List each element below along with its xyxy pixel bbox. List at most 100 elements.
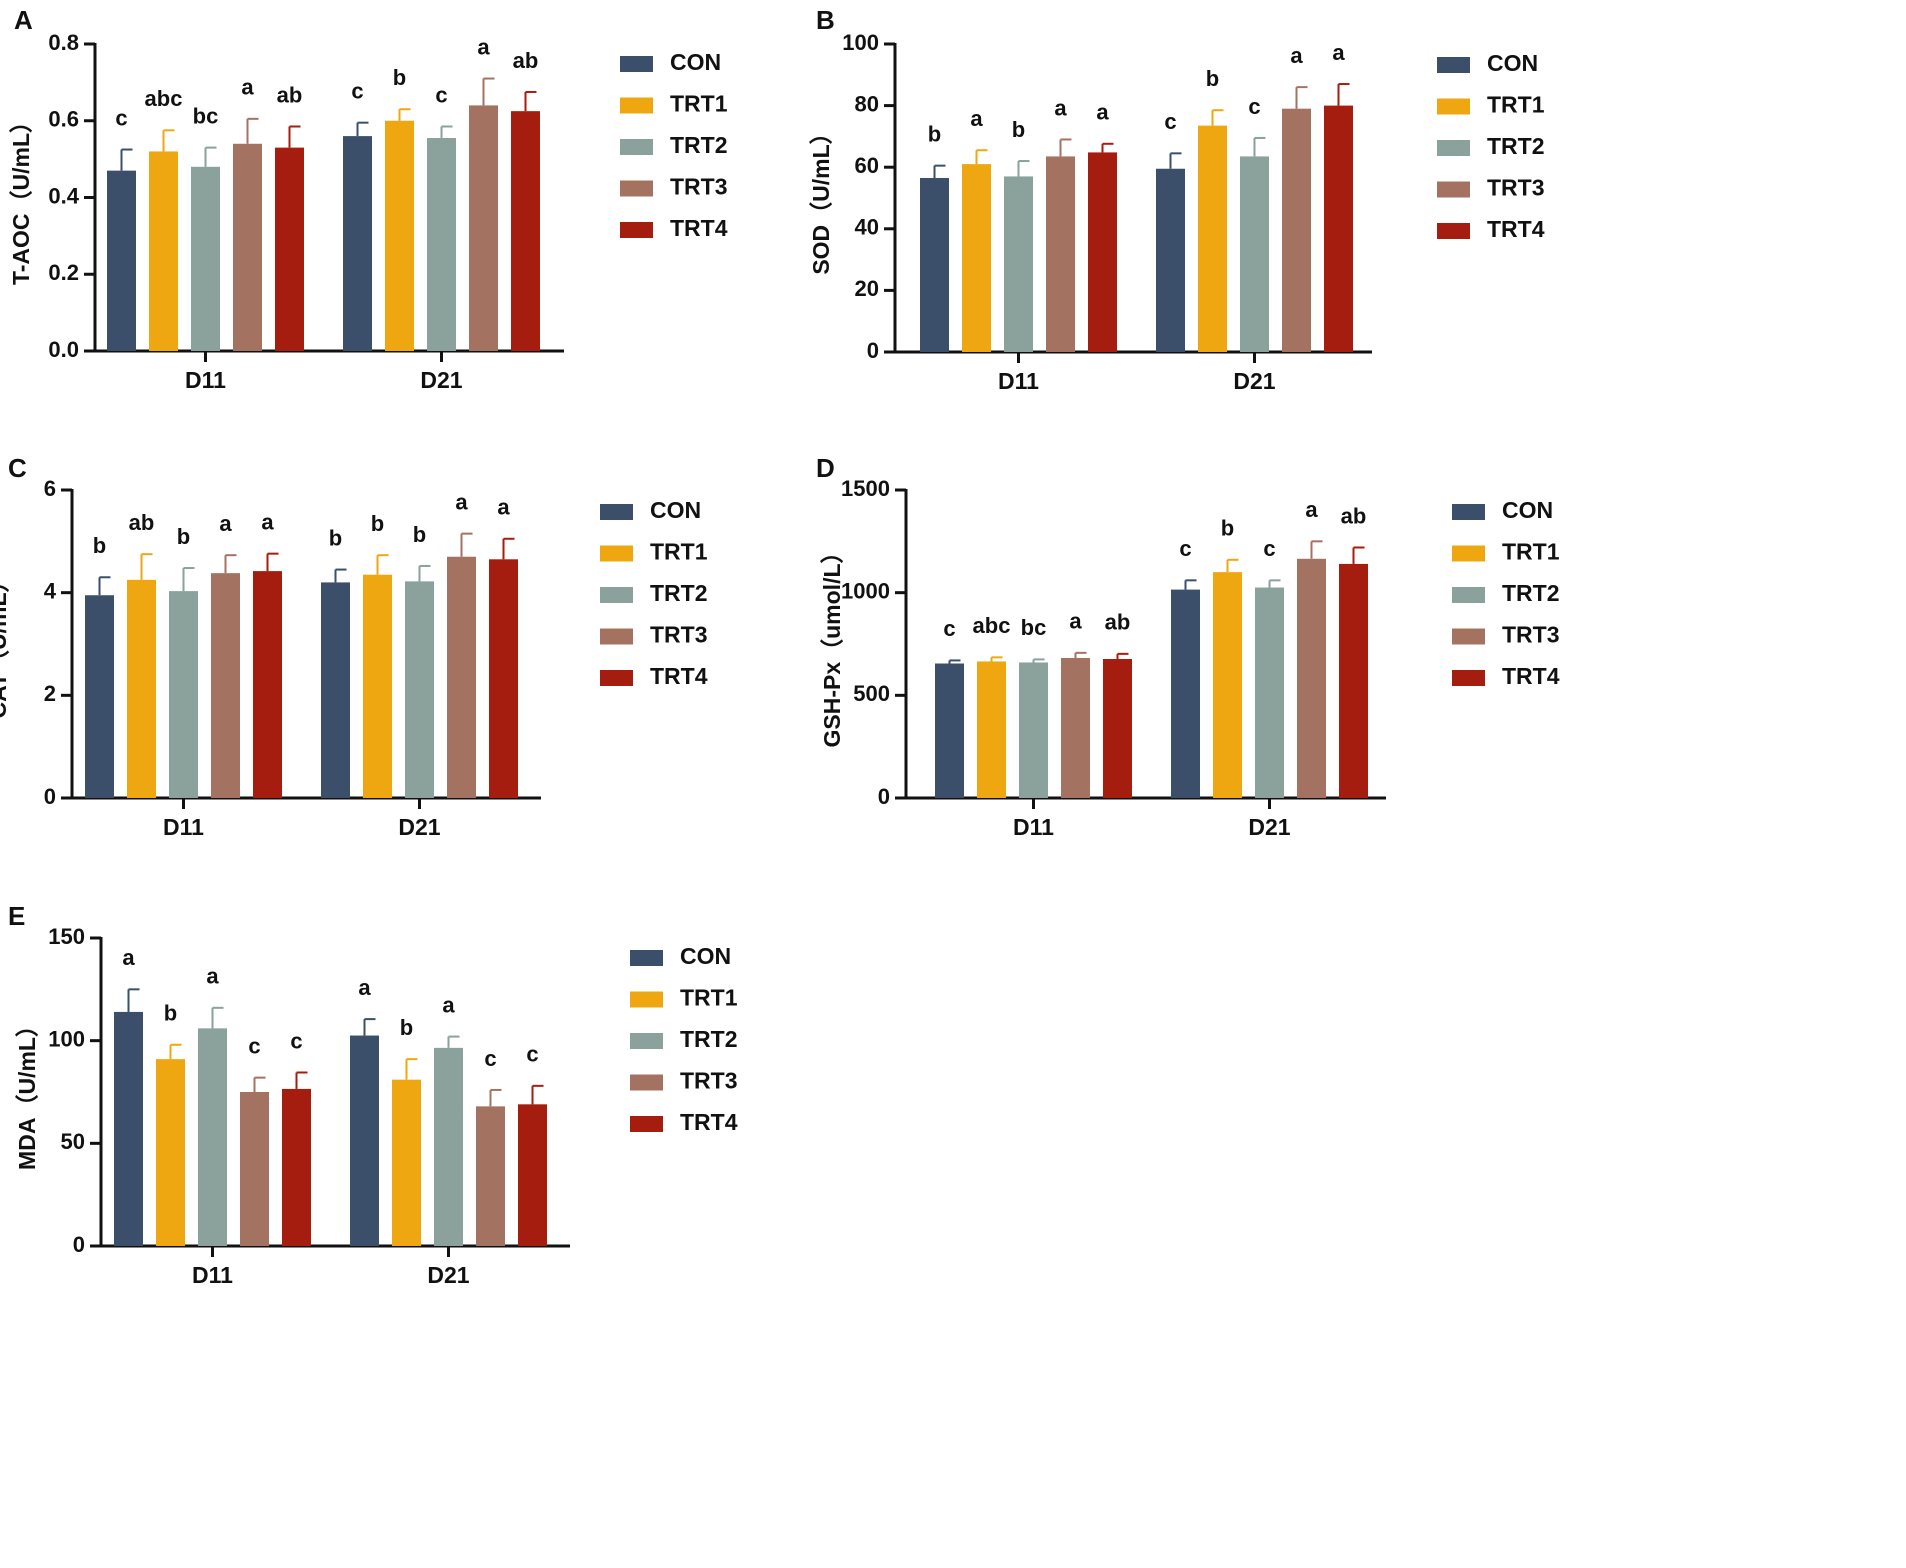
significance-letter: abc xyxy=(973,613,1011,638)
bar-trt2 xyxy=(427,138,456,351)
y-tick-label: 60 xyxy=(855,153,879,178)
legend-swatch-trt1 xyxy=(1452,545,1485,562)
legend-swatch-trt1 xyxy=(1437,98,1470,115)
x-tick-label: D11 xyxy=(163,814,204,840)
significance-letter: ab xyxy=(277,82,303,107)
legend: CON TRT1 TRT2 TRT3 TRT4 xyxy=(600,497,708,689)
bar-trt3 xyxy=(1297,558,1326,798)
bar-trt2 xyxy=(1255,587,1284,798)
significance-letter: a xyxy=(1290,43,1303,68)
y-tick-label: 50 xyxy=(61,1129,85,1154)
bar-trt1 xyxy=(1198,125,1227,353)
significance-letter: b xyxy=(177,524,190,549)
panel-label: D xyxy=(816,453,835,483)
significance-letter: b xyxy=(93,533,106,558)
significance-letter: b xyxy=(413,522,426,547)
panel-label: B xyxy=(816,5,835,35)
significance-letter: abc xyxy=(145,86,183,111)
significance-letter: a xyxy=(1305,497,1318,522)
legend-label: CON xyxy=(650,497,701,523)
legend-swatch-con xyxy=(620,56,653,72)
bar-trt1 xyxy=(1213,572,1242,798)
significance-letter: a xyxy=(1332,40,1345,65)
x-tick-label: D21 xyxy=(420,367,462,393)
legend-label: TRT4 xyxy=(1487,216,1545,242)
legend-label: TRT1 xyxy=(680,985,738,1011)
significance-letter: ab xyxy=(513,48,539,73)
bar-trt4 xyxy=(511,111,540,351)
legend-label: CON xyxy=(1487,50,1538,76)
legend: CON TRT1 TRT2 TRT3 TRT4 xyxy=(630,943,738,1135)
legend-label: TRT4 xyxy=(680,1109,738,1135)
bar-trt3 xyxy=(233,143,262,351)
bar-trt2 xyxy=(169,591,198,798)
panel-label: E xyxy=(8,901,25,931)
legend-label: TRT4 xyxy=(650,663,708,689)
bar-trt4 xyxy=(1088,152,1117,352)
legend-label: TRT2 xyxy=(1487,133,1545,159)
bar-trt2 xyxy=(434,1047,463,1246)
legend-swatch-con xyxy=(1437,57,1470,73)
legend-label: TRT3 xyxy=(1502,622,1560,648)
x-tick-label: D21 xyxy=(398,814,440,840)
significance-letter: ab xyxy=(1341,503,1367,528)
panel-label: C xyxy=(8,453,27,483)
y-tick-label: 0 xyxy=(867,338,879,363)
x-tick-label: D21 xyxy=(1248,814,1290,840)
y-axis-label: GSH-Px（umol/L） xyxy=(819,540,845,747)
legend-label: TRT2 xyxy=(680,1026,738,1052)
legend-swatch-trt4 xyxy=(600,670,633,686)
y-tick-label: 0.6 xyxy=(48,107,79,132)
legend-swatch-trt2 xyxy=(630,1033,663,1049)
x-tick-label: D11 xyxy=(1013,814,1054,840)
y-tick-label: 100 xyxy=(48,1026,85,1051)
significance-letter: c xyxy=(435,82,447,107)
legend: CON TRT1 TRT2 TRT3 TRT4 xyxy=(1437,50,1545,242)
legend-label: TRT2 xyxy=(1502,580,1560,606)
bar-trt4 xyxy=(282,1088,311,1246)
legend-swatch-trt3 xyxy=(1452,628,1485,645)
significance-letter: b xyxy=(928,121,941,146)
bar-trt3 xyxy=(469,105,498,352)
legend-swatch-trt1 xyxy=(630,991,663,1008)
legend-swatch-trt3 xyxy=(1437,181,1470,198)
y-tick-label: 100 xyxy=(842,30,879,55)
legend-label: CON xyxy=(670,49,721,75)
bar-trt4 xyxy=(1324,105,1353,352)
legend-swatch-trt2 xyxy=(1437,140,1470,156)
x-tick-label: D11 xyxy=(192,1262,233,1288)
bar-trt4 xyxy=(489,559,518,798)
significance-letter: a xyxy=(261,509,274,534)
significance-letter: ab xyxy=(1105,610,1131,635)
y-tick-label: 2 xyxy=(44,681,56,706)
y-tick-label: 0.2 xyxy=(48,260,79,285)
bar-trt1 xyxy=(977,661,1006,798)
significance-letter: bc xyxy=(1021,615,1047,640)
significance-letter: c xyxy=(115,105,127,130)
y-tick-label: 0 xyxy=(44,784,56,809)
legend-label: TRT1 xyxy=(1502,539,1560,565)
significance-letter: ab xyxy=(129,510,155,535)
x-tick-label: D21 xyxy=(427,1262,469,1288)
y-tick-label: 40 xyxy=(855,215,879,240)
bar-trt2 xyxy=(198,1028,227,1246)
bar-trt4 xyxy=(275,147,304,351)
legend-swatch-trt3 xyxy=(600,628,633,645)
y-tick-label: 80 xyxy=(855,91,879,116)
significance-letter: c xyxy=(1263,536,1275,561)
bar-trt3 xyxy=(1282,108,1311,353)
bar-trt1 xyxy=(156,1059,185,1246)
y-tick-label: 4 xyxy=(44,578,57,603)
x-tick-label: D11 xyxy=(185,367,226,393)
bar-trt1 xyxy=(385,120,414,351)
significance-letter: b xyxy=(164,1001,177,1026)
significance-letter: a xyxy=(1054,95,1067,120)
x-tick-label: D11 xyxy=(998,368,1039,394)
y-axis-label: CAT（U/mL） xyxy=(0,569,11,718)
y-tick-label: 6 xyxy=(44,476,56,501)
bar-trt4 xyxy=(253,571,282,798)
bar-con xyxy=(114,1011,143,1246)
significance-letter: a xyxy=(206,964,219,989)
